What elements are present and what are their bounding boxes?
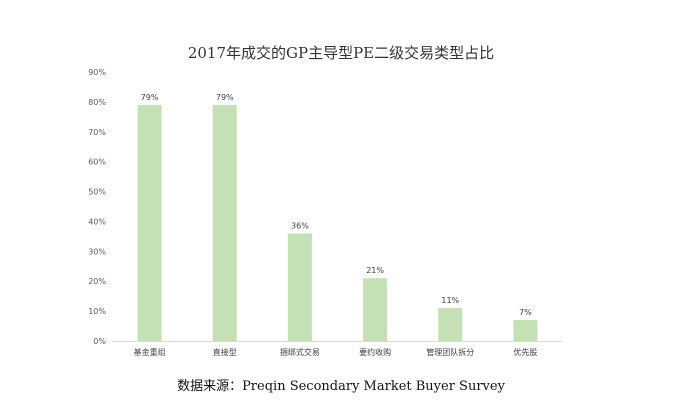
bar [212, 104, 237, 341]
bar [363, 278, 388, 341]
bar [438, 308, 463, 341]
bar [137, 104, 162, 341]
y-axis: 0% 10% 20% 30% 40% 50% 60% 70% 80% 90% [88, 68, 106, 346]
y-tick-label: 80% [88, 98, 106, 107]
data-label: 7% [519, 308, 532, 317]
data-label: 21% [366, 266, 384, 275]
y-tick-label: 10% [88, 307, 106, 316]
data-label: 36% [291, 221, 309, 230]
y-tick-label: 50% [88, 188, 106, 197]
category-label: 基金重组 [134, 347, 166, 357]
category-label: 优先股 [513, 347, 537, 357]
y-tick-label: 70% [88, 128, 106, 137]
y-tick-label: 90% [88, 68, 106, 77]
bars: 79% 79% 36% 21% 11% 7% [137, 93, 538, 341]
category-label: 捆绑式交易 [280, 347, 320, 357]
category-label: 要约收购 [359, 347, 391, 357]
y-tick-label: 20% [88, 277, 106, 286]
bar [513, 320, 538, 341]
y-tick-label: 60% [88, 158, 106, 167]
data-label: 79% [141, 93, 159, 102]
y-tick-label: 40% [88, 217, 106, 226]
chart-title: 2017年成交的GP主导型PE二级交易类型占比 [187, 44, 495, 62]
data-label: 79% [216, 93, 234, 102]
x-axis: 基金重组 直接型 捆绑式交易 要约收购 管理团队拆分 优先股 [112, 341, 563, 357]
category-label: 管理团队拆分 [426, 347, 474, 357]
y-tick-label: 30% [88, 247, 106, 256]
bar [287, 233, 312, 341]
category-label: 直接型 [213, 347, 237, 357]
data-label: 11% [441, 296, 459, 305]
source-note: 数据来源：Preqin Secondary Market Buyer Surve… [177, 379, 505, 394]
y-tick-label: 0% [93, 337, 106, 346]
